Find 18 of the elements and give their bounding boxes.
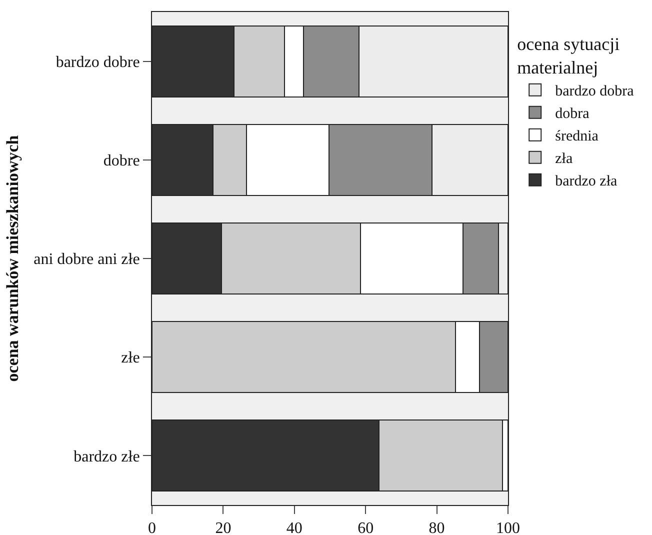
y-tick-label: dobre <box>103 152 140 170</box>
legend-label: bardzo dobra <box>555 84 634 100</box>
x-tick-label: 100 <box>496 520 520 535</box>
y-tick-label: bardzo dobre <box>56 54 140 71</box>
x-tick-label: 0 <box>148 520 156 535</box>
legend-title: ocena sytuacji materialnej <box>517 34 620 78</box>
x-tick-label: 40 <box>286 520 302 535</box>
x-tick-label: 60 <box>358 520 374 535</box>
legend-label: dobra <box>555 106 590 122</box>
x-tick-label: 20 <box>215 520 232 535</box>
x-tick-label: 80 <box>428 520 445 535</box>
y-tick-label: bardzo złe <box>74 448 140 466</box>
legend-label: zła <box>555 151 573 168</box>
legend-label: bardzo zła <box>555 174 618 190</box>
y-tick-label: złe <box>121 350 140 367</box>
y-axis-title: ocena warunków mieszkaniowych <box>3 134 22 382</box>
legend-label: średnia <box>555 128 599 145</box>
y-tick-label: ani dobre ani złe <box>34 251 140 268</box>
